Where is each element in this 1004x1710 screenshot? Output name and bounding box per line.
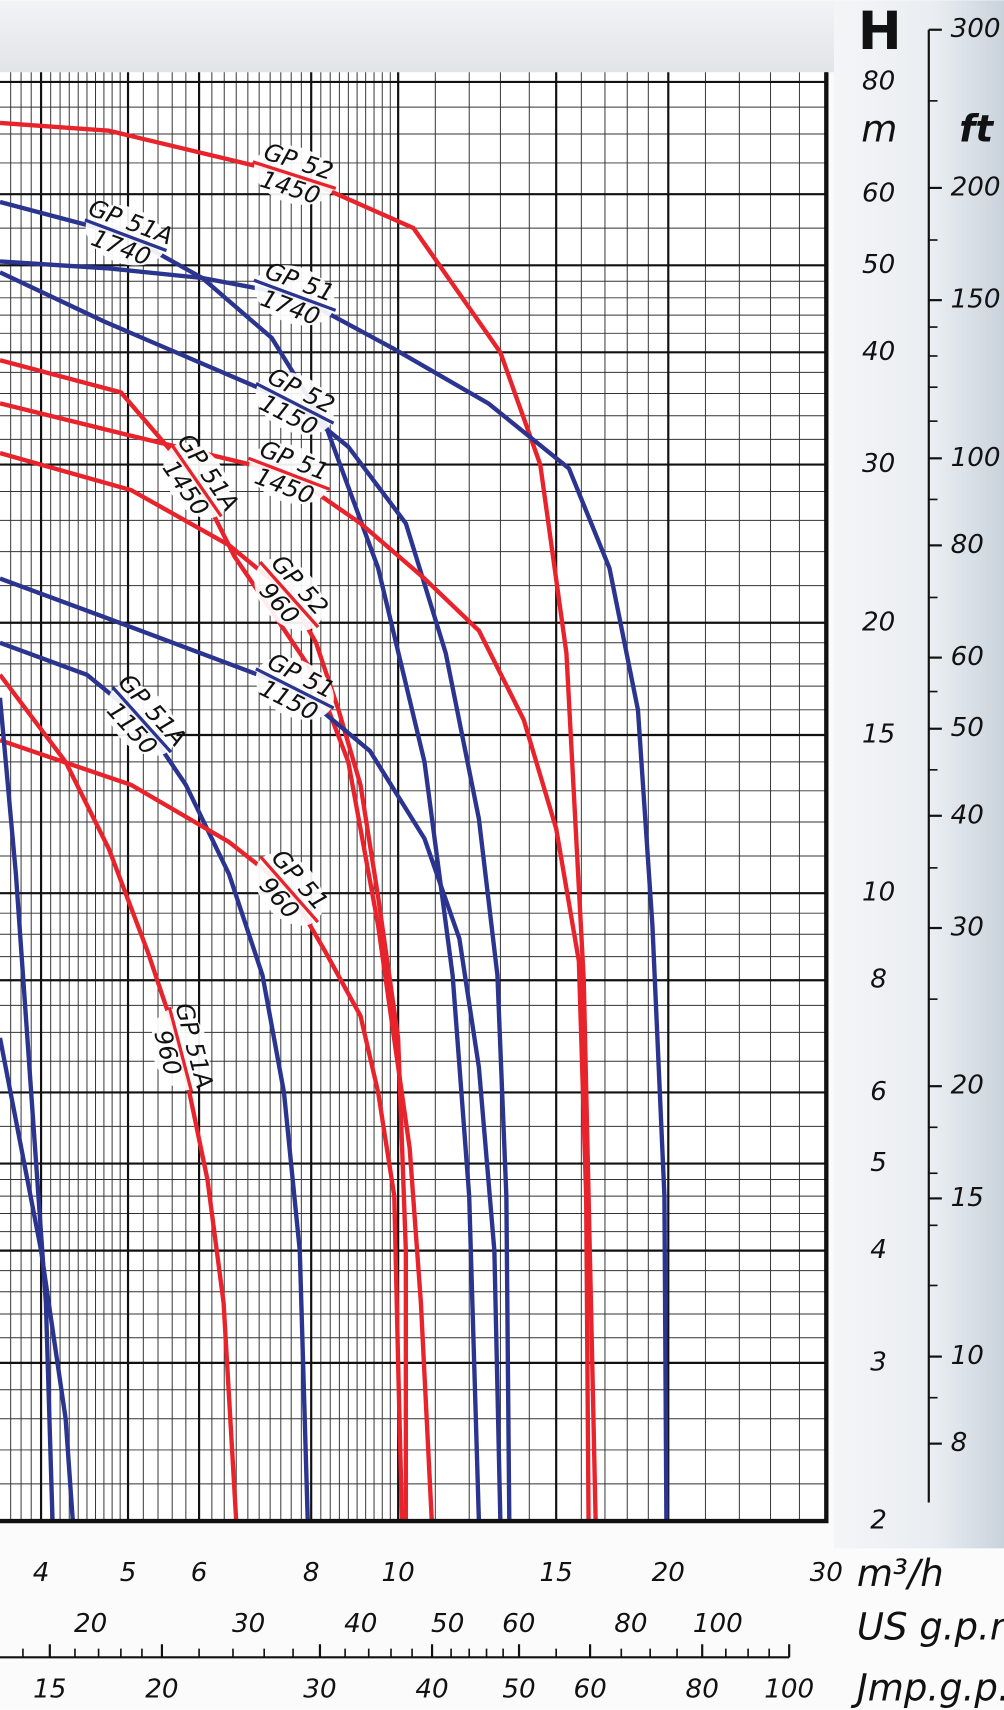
y-tick-label: 4 [870,1235,887,1265]
x-tick-label: 5 [120,1558,137,1588]
x-axis-label: m³/h [857,1552,944,1595]
chart: GP 521450GP 51A1740GP 511740GP 521150GP … [0,0,1004,1710]
x3-tick-label: 50 [502,1675,535,1705]
x2-tick-label: 80 [614,1609,647,1639]
y2-tick-label: 150 [951,285,1001,315]
x3-axis-label: Jmp.g.p.m [850,1667,1004,1710]
y-tick-label: 8 [870,965,887,995]
y-tick-label: 3 [870,1347,887,1377]
plot-area [0,72,828,1524]
x-tick-label: 15 [540,1558,573,1588]
y2-tick-label: 300 [951,14,1001,44]
x2-tick-label: 20 [74,1609,107,1639]
y2-tick-label: 100 [951,443,1001,473]
y2-tick-label: 20 [951,1071,984,1101]
y-tick-label: 40 [862,337,895,367]
y-tick-label: 5 [870,1148,887,1178]
x3-tick-label: 40 [415,1675,448,1705]
x2-tick-label: 50 [431,1609,464,1639]
x3-tick-label: 30 [303,1675,336,1705]
y2-tick-label: 60 [951,642,984,672]
x-tick-label: 4 [33,1558,50,1588]
x3-tick-label: 60 [573,1675,606,1705]
y-tick-label: 20 [862,607,895,637]
y2-tick-label: 8 [951,1428,968,1458]
x3-tick-label: 20 [145,1675,178,1705]
x2-tick-label: 100 [693,1609,743,1639]
x2-axis-label: US g.p.m [857,1605,1004,1648]
y2-tick-label: 10 [951,1341,984,1371]
y-tick-label: 6 [870,1077,887,1107]
y-tick-label: 15 [862,719,895,749]
y-tick-label: 80 [862,66,895,96]
y2-axis-label: ft [959,108,994,151]
x-tick-label: 30 [810,1558,843,1588]
page: GP 521450GP 51A1740GP 511740GP 521150GP … [0,0,1004,1710]
photo-band [834,0,1004,1548]
x3-tick-label: 80 [686,1675,719,1705]
y-tick-label: 10 [862,878,895,908]
y2-tick-label: 40 [951,800,984,830]
x3-tick-label: 15 [33,1675,66,1705]
y-axis-label: m [861,108,897,151]
chart-title: H [858,1,902,62]
y2-tick-label: 30 [951,913,984,943]
x3-tick-label: 100 [764,1675,814,1705]
y2-tick-label: 15 [951,1183,984,1213]
x2-tick-label: 30 [232,1609,265,1639]
x2-tick-label: 40 [344,1609,377,1639]
x-tick-label: 20 [652,1558,685,1588]
y-tick-label: 30 [862,449,895,479]
x-tick-label: 8 [303,1558,320,1588]
x-tick-label: 6 [191,1558,208,1588]
y2-tick-label: 50 [951,713,984,743]
x2-tick-label: 60 [502,1609,535,1639]
y2-tick-label: 80 [951,530,984,560]
y2-tick-label: 200 [951,172,1001,202]
x-tick-label: 10 [382,1558,415,1588]
y-tick-label: 60 [862,179,895,209]
y-tick-label: 2 [870,1506,887,1536]
y-tick-label: 50 [862,250,895,280]
